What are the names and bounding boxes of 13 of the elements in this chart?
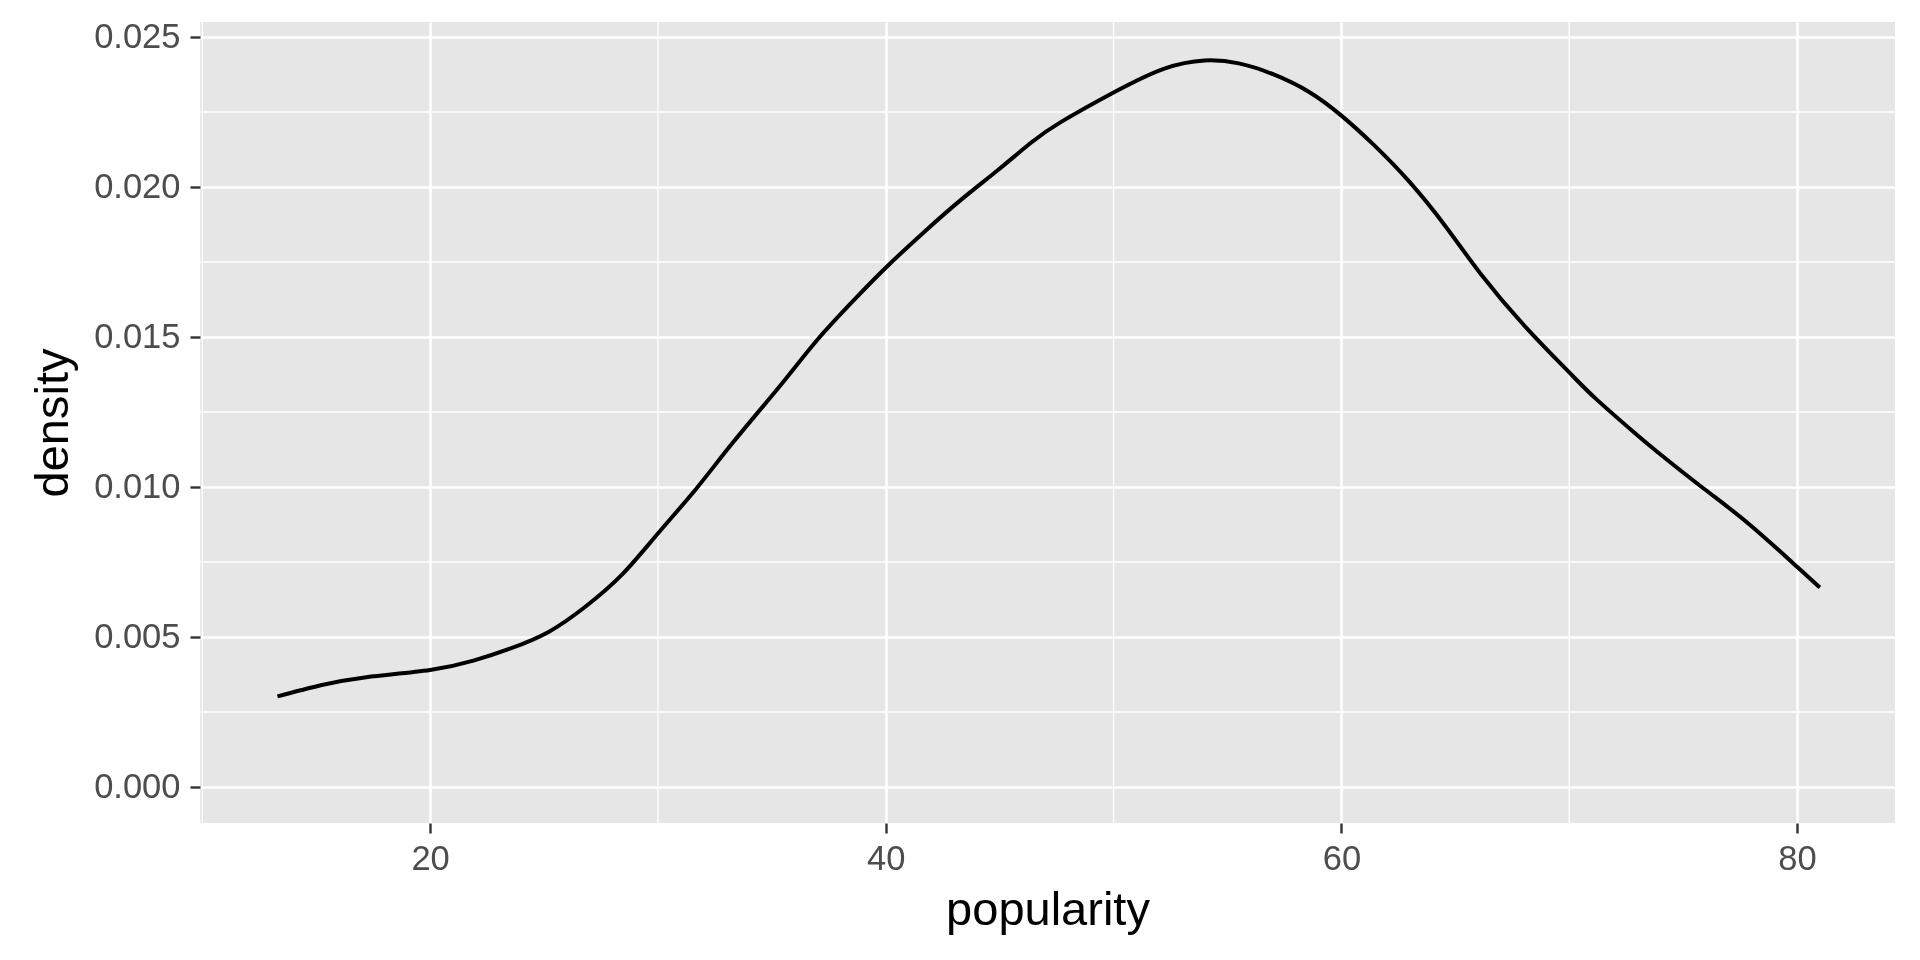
y-tick-label: 0.025 — [94, 16, 181, 55]
x-tick-label: 60 — [1322, 838, 1362, 877]
y-tick-label: 0.000 — [94, 766, 181, 805]
y-tick-label: 0.005 — [94, 616, 181, 655]
x-tick-label: 20 — [411, 838, 450, 877]
x-axis-title: popularity — [946, 882, 1151, 935]
y-tick-label: 0.010 — [94, 466, 181, 505]
y-tick-label: 0.020 — [94, 166, 181, 205]
line-series — [275, 58, 1822, 699]
y-axis-title: density — [25, 348, 79, 498]
y-tick-label: 0.015 — [94, 316, 181, 355]
x-tick-label: 40 — [867, 838, 906, 877]
x-tick-label: 80 — [1778, 838, 1817, 877]
